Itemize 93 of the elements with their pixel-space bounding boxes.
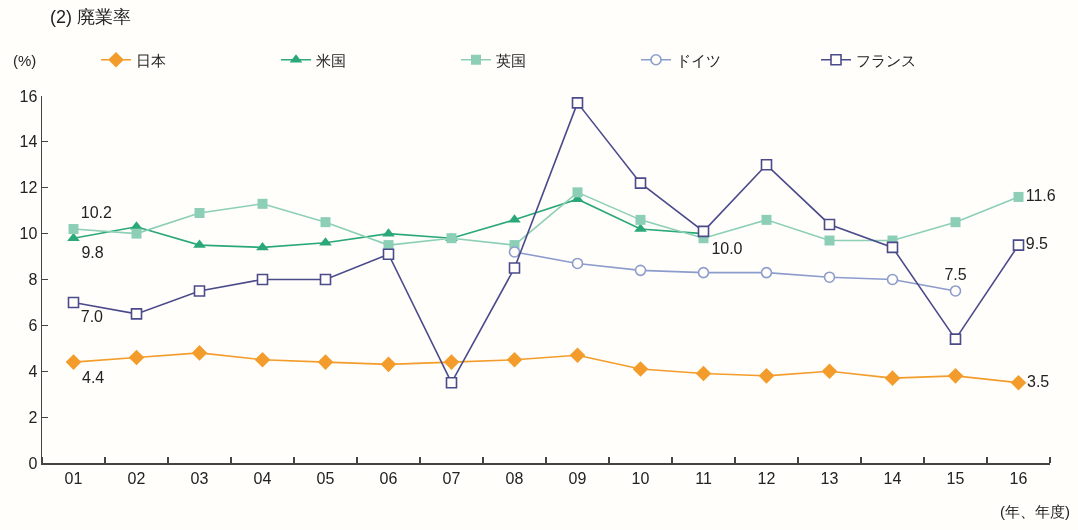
point [131, 228, 142, 239]
x-tick-label: 01 [64, 469, 83, 487]
point [319, 273, 332, 286]
chart-title: (2) 廃業率 [50, 6, 132, 27]
point [443, 354, 460, 370]
point [254, 351, 271, 368]
y-tick-label: 12 [19, 179, 38, 197]
point [506, 351, 523, 368]
data-label: 7.5 [944, 265, 967, 283]
point [886, 241, 899, 254]
point [1012, 239, 1025, 251]
point [950, 217, 961, 228]
x-tick-label: 05 [316, 469, 335, 487]
x-tick-label: 10 [631, 469, 650, 487]
point [949, 333, 962, 345]
legend-label: ドイツ [676, 51, 721, 69]
y-axis-title: (%) [13, 52, 37, 69]
point [130, 308, 143, 320]
x-tick-label: 11 [695, 469, 712, 487]
y-tick-label: 10 [19, 225, 38, 243]
point [508, 246, 521, 258]
point [317, 354, 334, 370]
x-tick-label: 16 [1009, 469, 1028, 487]
point [821, 363, 838, 380]
point [508, 262, 521, 274]
point [884, 370, 901, 386]
x-tick-label: 08 [505, 469, 524, 487]
point [67, 296, 80, 309]
point [68, 224, 79, 235]
y-tick-label: 4 [28, 362, 38, 380]
point [128, 349, 145, 366]
point [382, 248, 395, 261]
y-tick-label: 8 [28, 271, 38, 289]
point [634, 177, 647, 189]
point [572, 187, 583, 198]
point [193, 285, 206, 297]
point [257, 198, 268, 209]
data-label: 3.5 [1027, 372, 1050, 390]
point [256, 273, 269, 286]
point [824, 235, 835, 246]
point [445, 376, 458, 389]
y-tick-label: 0 [28, 454, 38, 472]
point [1010, 374, 1027, 391]
y-tick-label: 2 [28, 408, 38, 426]
data-label: 9.5 [1025, 235, 1049, 253]
x-tick-label: 07 [442, 469, 461, 487]
x-tick-label: 15 [946, 469, 965, 487]
point [949, 285, 962, 297]
point [758, 368, 775, 384]
data-label: 11.6 [1025, 186, 1056, 204]
point [191, 345, 208, 361]
y-tick-label: 16 [19, 87, 38, 105]
point [823, 271, 836, 284]
point [760, 159, 773, 171]
point [947, 368, 964, 384]
x-tick-label: 12 [757, 469, 776, 487]
point [194, 207, 205, 218]
legend-label: 日本 [136, 51, 166, 69]
x-tick-label: 09 [568, 469, 587, 487]
point [760, 266, 773, 279]
legend-label: フランス [856, 51, 916, 69]
legend-label: 米国 [316, 51, 346, 69]
point [697, 266, 710, 279]
point [65, 354, 82, 370]
y-tick-label: 14 [19, 133, 38, 151]
data-label: 10.2 [80, 203, 112, 221]
data-label: 4.4 [82, 368, 105, 386]
point [695, 365, 712, 382]
point [320, 217, 331, 228]
point [571, 257, 584, 270]
point [571, 97, 584, 109]
point [635, 214, 646, 225]
point [634, 264, 647, 277]
point [1013, 191, 1024, 202]
x-tick-label: 03 [190, 469, 209, 487]
data-label: 7.0 [80, 307, 104, 325]
point [569, 347, 586, 363]
x-tick-label: 04 [253, 469, 272, 487]
point [823, 218, 836, 231]
x-tick-label: 13 [820, 469, 839, 487]
point [886, 273, 899, 286]
legend-label: 英国 [496, 51, 526, 69]
point [761, 214, 772, 225]
x-tick-label: 06 [379, 469, 398, 487]
x-axis-title: (年、年度) [1000, 503, 1070, 520]
data-label: 9.8 [81, 244, 104, 262]
y-tick-label: 6 [28, 316, 38, 334]
data-label: 10.0 [711, 239, 743, 257]
point [380, 356, 397, 373]
point [256, 241, 269, 251]
x-tick-label: 02 [127, 469, 146, 487]
x-tick-label: 14 [883, 469, 902, 487]
point [632, 361, 649, 377]
